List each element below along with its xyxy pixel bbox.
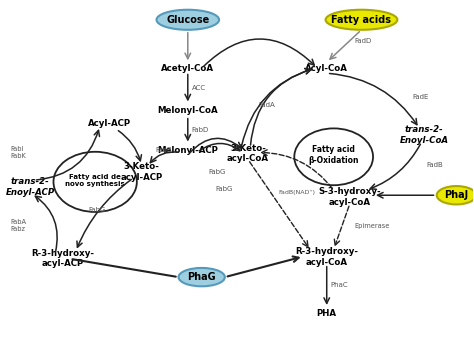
- Text: FadB: FadB: [426, 162, 443, 168]
- Ellipse shape: [437, 186, 474, 205]
- Text: FabB: FabB: [156, 147, 173, 153]
- Text: Melonyl-ACP: Melonyl-ACP: [157, 146, 218, 155]
- Text: Acetyl-CoA: Acetyl-CoA: [161, 64, 214, 73]
- Text: Acyl-ACP: Acyl-ACP: [88, 119, 131, 128]
- Ellipse shape: [179, 268, 225, 286]
- Text: FabG: FabG: [216, 186, 233, 191]
- Text: 3-Keto-
acyl-ACP: 3-Keto- acyl-ACP: [120, 162, 163, 182]
- Text: Fatty acid
β-Oxidation: Fatty acid β-Oxidation: [309, 146, 359, 165]
- Text: Melonyl-CoA: Melonyl-CoA: [157, 105, 218, 115]
- Text: trans-2-
Enoyl-ACP: trans-2- Enoyl-ACP: [6, 177, 55, 196]
- Text: Glucose: Glucose: [166, 15, 210, 25]
- Text: S-3-hydroxy-
acyl-CoA: S-3-hydroxy- acyl-CoA: [319, 187, 381, 207]
- Text: FadA: FadA: [259, 102, 275, 108]
- Text: PhaJ: PhaJ: [444, 190, 468, 200]
- Text: FabG: FabG: [209, 169, 226, 175]
- Text: Fatty acids: Fatty acids: [331, 15, 392, 25]
- Text: PhaG: PhaG: [187, 272, 216, 282]
- Text: FabG: FabG: [88, 207, 106, 213]
- Text: PHA: PHA: [317, 309, 337, 318]
- Text: FabI
FabK: FabI FabK: [11, 146, 27, 159]
- Text: FabA
Fabz: FabA Fabz: [11, 219, 27, 232]
- Text: R-3-hydroxy-
acyl-ACP: R-3-hydroxy- acyl-ACP: [31, 249, 94, 269]
- Text: Acyl-CoA: Acyl-CoA: [305, 64, 348, 73]
- Ellipse shape: [156, 10, 219, 30]
- Text: PhaC: PhaC: [330, 282, 348, 288]
- Text: FadB(NAD⁺): FadB(NAD⁺): [278, 190, 315, 195]
- Text: Epimerase: Epimerase: [355, 223, 390, 229]
- Text: trans-2-
Enoyl-CoA: trans-2- Enoyl-CoA: [400, 125, 448, 145]
- Text: 3-Keto-
acyl-CoA: 3-Keto- acyl-CoA: [227, 144, 269, 163]
- Ellipse shape: [326, 10, 397, 30]
- Text: FadD: FadD: [355, 38, 372, 44]
- Text: R-3-hydroxy-
acyl-CoA: R-3-hydroxy- acyl-CoA: [295, 247, 358, 267]
- Text: FadE: FadE: [412, 94, 429, 100]
- Text: Fatty acid de
novo synthesis: Fatty acid de novo synthesis: [65, 174, 125, 187]
- Text: ACC: ACC: [191, 85, 206, 91]
- Text: FabD: FabD: [191, 127, 209, 133]
